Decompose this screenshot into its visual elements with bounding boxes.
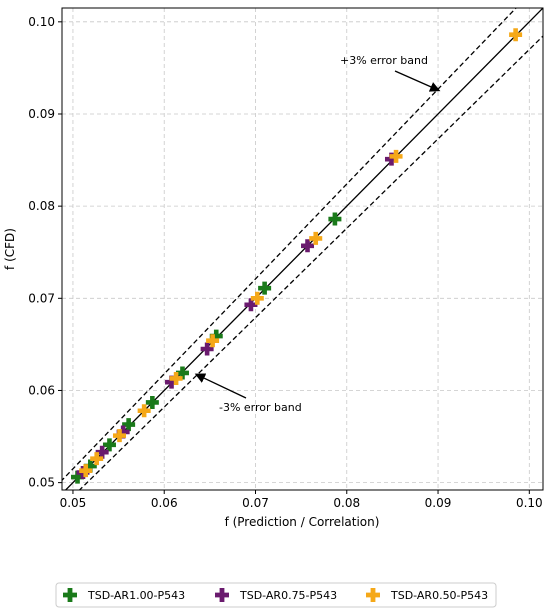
data-point-series-1: [145, 395, 159, 409]
annotations: +3% error band -3% error band: [194, 54, 441, 414]
data-point-series-2: [244, 298, 258, 312]
data-point-series-3: [509, 28, 523, 42]
data-point-series-2: [384, 152, 398, 166]
x-tick-label: 0.08: [333, 496, 360, 510]
annotation-arrow: [194, 373, 247, 399]
data-point-series-3: [309, 231, 323, 245]
axis-ticks: 0.05 0.06 0.07 0.08 0.09 0.10 0.05 0.06 0.07 0.08…: [28, 15, 542, 510]
data-point-series-1: [328, 212, 342, 226]
data-point-series-1: [83, 459, 97, 473]
data-point-series-3: [250, 291, 264, 305]
y-tick-label: 0.05: [28, 476, 55, 490]
annotation-arrow: [394, 70, 441, 92]
data-point-series-2: [200, 342, 214, 356]
data-point-series-3: [169, 371, 183, 385]
reference-lines: [62, 8, 543, 490]
legend: TSD-AR1.00-P543 TSD-AR0.75-P543 TSD-AR0.50…: [55, 582, 497, 608]
error-band-line: [62, 8, 517, 482]
legend-box: [55, 582, 497, 608]
x-tick-label: 0.05: [60, 496, 87, 510]
y-tick-label: 0.07: [28, 291, 55, 305]
data-point-series-1: [209, 329, 223, 343]
x-tick-label: 0.06: [151, 496, 178, 510]
y-tick-label: 0.08: [28, 199, 55, 213]
legend-marker: [366, 588, 380, 602]
data-point-series-1: [71, 470, 85, 484]
data-point-series-3: [113, 429, 127, 443]
data-point-series-3: [389, 149, 403, 163]
data-point-series-1: [258, 281, 272, 295]
y-axis-label: f (CFD): [3, 228, 17, 270]
plot-frame: [61, 7, 544, 491]
x-axis-label: f (Prediction / Correlation): [225, 515, 380, 529]
y-tick-label: 0.09: [28, 107, 55, 121]
data-point-series-1: [175, 366, 189, 380]
y-tick-label: 0.06: [28, 383, 55, 397]
data-points: [71, 28, 523, 484]
annotation-plus-3: +3% error band: [340, 54, 428, 67]
error-band-line: [78, 35, 543, 490]
data-point-series-3: [90, 452, 104, 466]
legend-marker: [63, 588, 77, 602]
data-point-series-2: [116, 425, 130, 439]
x-tick-label: 0.10: [516, 496, 543, 510]
legend-label: TSD-AR0.50-P543: [390, 589, 488, 602]
x-tick-label: 0.07: [242, 496, 269, 510]
grid: [62, 8, 543, 490]
annotation-minus-3: -3% error band: [219, 401, 302, 414]
parity-line: [64, 8, 543, 490]
data-point-series-2: [95, 445, 109, 459]
legend-marker: [215, 588, 229, 602]
data-point-series-2: [301, 239, 315, 253]
x-tick-label: 0.09: [425, 496, 452, 510]
data-point-series-1: [122, 418, 136, 432]
data-point-series-1: [102, 438, 116, 452]
data-point-series-3: [79, 464, 93, 478]
data-point-series-3: [206, 334, 220, 348]
data-point-series-3: [137, 404, 151, 418]
data-point-series-2: [165, 375, 179, 389]
legend-label: TSD-AR0.75-P543: [239, 589, 337, 602]
y-tick-label: 0.10: [28, 15, 55, 29]
legend-label: TSD-AR1.00-P543: [87, 589, 185, 602]
